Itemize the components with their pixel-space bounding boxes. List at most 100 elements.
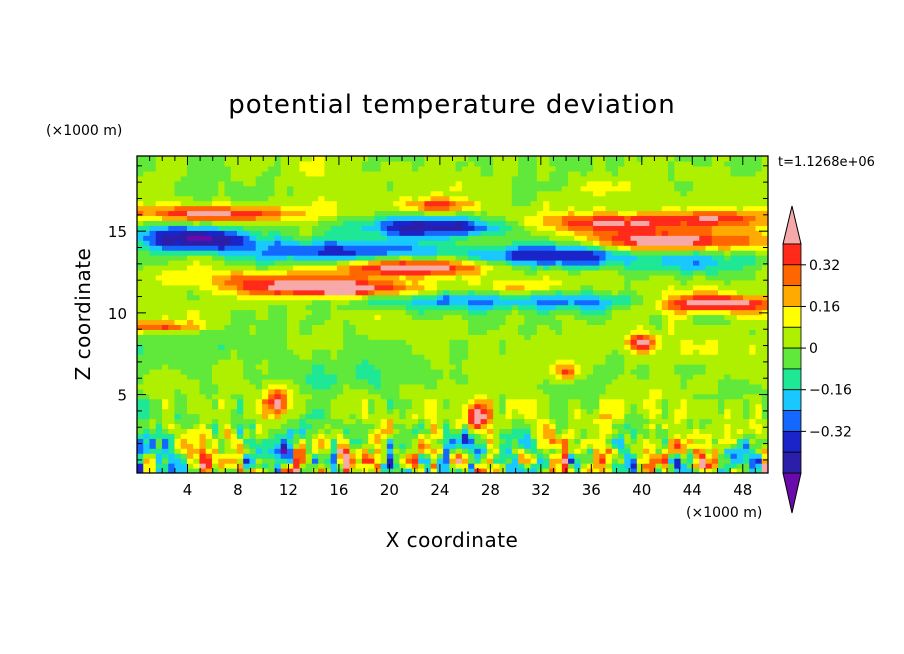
contour-cell	[661, 378, 669, 385]
contour-cell	[193, 393, 201, 400]
contour-cell	[461, 423, 469, 430]
contour-cell	[568, 383, 575, 390]
contour-cell	[380, 329, 388, 335]
contour-cell	[705, 463, 713, 469]
contour-cell	[449, 319, 457, 325]
contour-cell	[618, 388, 625, 395]
contour-cell	[343, 463, 351, 469]
contour-cell	[511, 269, 519, 276]
contour-cell	[555, 428, 563, 434]
contour-cell	[486, 284, 494, 291]
contour-cell	[168, 354, 176, 360]
contour-cell	[761, 304, 768, 311]
contour-cell	[236, 329, 244, 335]
contour-cell	[424, 344, 432, 350]
contour-cell	[743, 364, 750, 370]
contour-cell	[299, 260, 307, 266]
contour-cell	[511, 299, 519, 306]
contour-cell	[249, 428, 257, 434]
contour-cell	[618, 235, 625, 241]
contour-cell	[561, 284, 569, 291]
contour-cell	[311, 423, 319, 430]
contour-cell	[349, 368, 357, 375]
contour-cell	[430, 250, 438, 256]
contour-cell	[268, 329, 276, 335]
contour-cell	[418, 364, 425, 370]
contour-cell	[668, 260, 675, 266]
contour-cell	[261, 359, 269, 365]
contour-cell	[468, 314, 475, 321]
contour-cell	[736, 264, 744, 271]
contour-cell	[461, 438, 469, 444]
contour-cell	[624, 230, 632, 236]
contour-cell	[493, 344, 500, 350]
contour-cell	[736, 463, 744, 469]
contour-cell	[393, 364, 400, 370]
contour-cell	[155, 309, 163, 316]
contour-cell	[580, 418, 588, 425]
contour-cell	[286, 339, 294, 345]
contour-cell	[580, 398, 588, 405]
contour-cell	[586, 458, 594, 464]
contour-cell	[743, 274, 750, 281]
contour-cell	[336, 299, 344, 306]
contour-cell	[343, 428, 351, 434]
contour-cell	[255, 284, 263, 291]
contour-cell	[674, 413, 682, 420]
contour-cell	[649, 240, 657, 246]
contour-cell	[305, 294, 313, 301]
contour-cell	[161, 378, 169, 385]
contour-cell	[355, 448, 363, 454]
contour-cell	[255, 408, 263, 415]
contour-cell	[418, 393, 425, 400]
contour-cell	[511, 433, 519, 439]
contour-cell	[436, 309, 444, 316]
contour-cell	[530, 368, 538, 375]
contour-cell	[605, 468, 613, 473]
contour-cell	[561, 468, 569, 473]
contour-cell	[211, 225, 219, 231]
contour-cell	[311, 314, 319, 321]
contour-cell	[274, 250, 282, 256]
contour-cell	[686, 398, 694, 405]
contour-cell	[224, 260, 232, 266]
contour-cell	[293, 250, 301, 256]
contour-cell	[374, 294, 382, 301]
contour-cell	[168, 408, 176, 415]
contour-cell	[536, 304, 544, 311]
contour-cell	[137, 354, 144, 360]
contour-cell	[674, 255, 682, 261]
contour-cell	[449, 388, 457, 395]
contour-cell	[261, 418, 269, 425]
contour-cell	[755, 304, 763, 311]
contour-cell	[355, 235, 363, 241]
contour-cell	[268, 240, 276, 246]
contour-cell	[661, 383, 669, 390]
contour-cell	[386, 225, 394, 231]
contour-cell	[218, 349, 226, 355]
contour-cell	[230, 264, 238, 271]
contour-cell	[543, 418, 550, 425]
contour-cell	[474, 334, 482, 340]
contour-cell	[168, 264, 176, 271]
contour-cell	[499, 339, 507, 345]
contour-cell	[518, 269, 525, 276]
contour-cell	[205, 289, 213, 296]
contour-cell	[705, 299, 713, 306]
contour-cell	[143, 393, 151, 400]
contour-cell	[180, 364, 188, 370]
contour-cell	[480, 373, 488, 380]
contour-cell	[224, 458, 232, 464]
contour-cell	[330, 344, 338, 350]
contour-cell	[249, 294, 257, 301]
contour-cell	[355, 260, 363, 266]
contour-cell	[655, 398, 663, 405]
contour-cell	[549, 344, 557, 350]
contour-cell	[137, 314, 144, 321]
contour-cell	[461, 368, 469, 375]
contour-cell	[137, 309, 144, 316]
contour-cell	[724, 368, 732, 375]
contour-cell	[686, 378, 694, 385]
contour-cell	[668, 235, 675, 241]
contour-cell	[718, 324, 725, 330]
